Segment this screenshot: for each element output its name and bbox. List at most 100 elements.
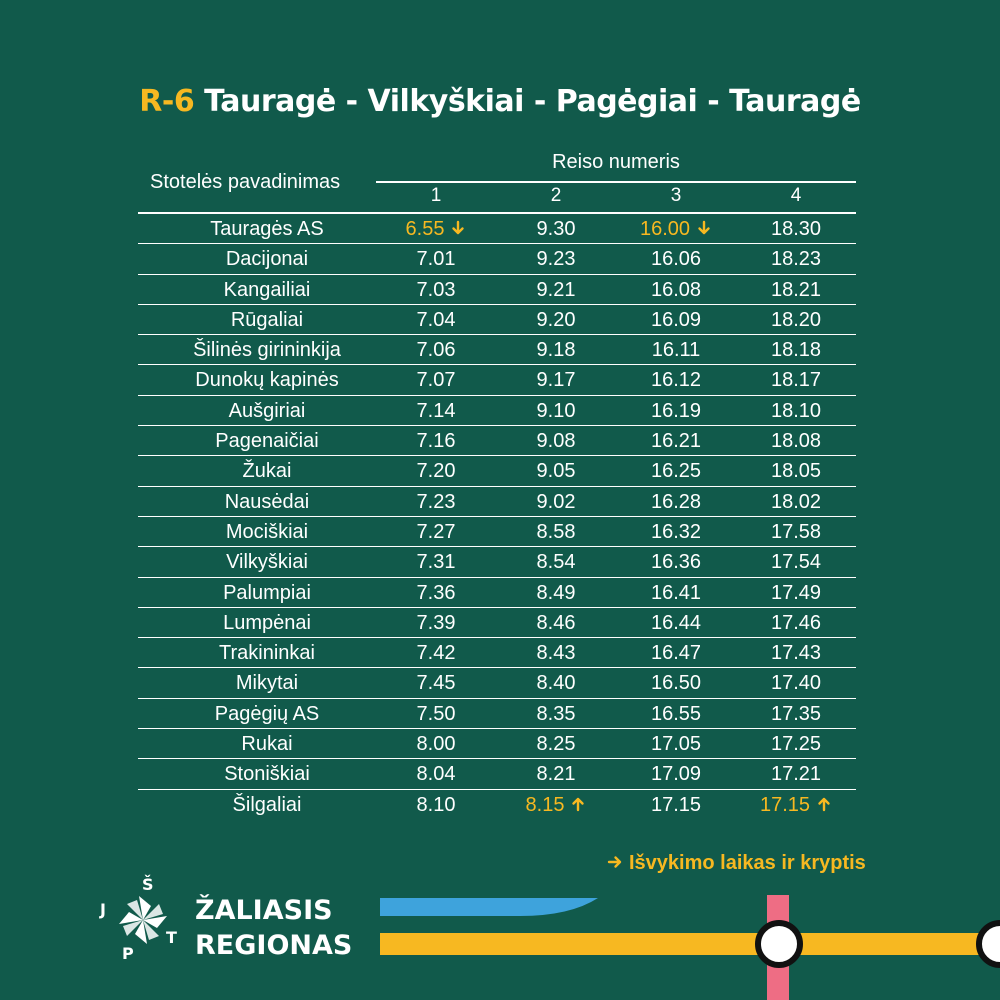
- time-value: 7.27: [416, 520, 456, 543]
- table-row: Palumpiai 7.36 8.49 16.41 17.49: [138, 578, 856, 608]
- time-value: 8.21: [536, 763, 576, 786]
- stop-name: Palumpiai: [223, 581, 311, 604]
- time-value: 8.43: [536, 642, 576, 665]
- departure-time-trip-1: 7.50: [386, 699, 486, 729]
- time-value: 8.40: [536, 672, 576, 695]
- logo-letter-p: P: [122, 944, 134, 963]
- departure-time-trip-3: 16.41: [626, 578, 726, 608]
- departure-time-trip-3: 16.36: [626, 547, 726, 577]
- table-row: Lumpėnai 7.39 8.46 16.44 17.46: [138, 608, 856, 639]
- departure-time-trip-4: 18.10: [746, 396, 846, 426]
- stop-name: Nausėdai: [224, 490, 310, 513]
- departure-time-trip-2: 8.21: [506, 759, 606, 789]
- time-value: 8.00: [416, 733, 456, 756]
- departure-time-trip-1: 7.20: [386, 456, 486, 486]
- stop-name: Rūgaliai: [230, 308, 304, 331]
- table-row: Mikytai 7.45 8.40 16.50 17.40: [138, 668, 856, 699]
- time-value: 16.06: [650, 248, 702, 271]
- time-value: 7.42: [416, 642, 456, 665]
- departure-time-trip-2: 8.25: [506, 729, 606, 759]
- time-value: 9.17: [536, 369, 576, 392]
- table-row: Šilgaliai 8.10 8.15 17.15 17.15: [138, 790, 856, 820]
- departure-time-trip-4: 18.23: [746, 244, 846, 274]
- departure-time-trip-4: 18.17: [746, 365, 846, 395]
- logo-pinwheel-icon: J Š T P: [99, 875, 177, 963]
- departure-time-trip-1: 7.45: [386, 668, 486, 698]
- time-value: 17.40: [770, 672, 822, 695]
- time-value: 9.18: [536, 339, 576, 362]
- time-value: 16.50: [650, 672, 702, 695]
- departure-time-trip-2: 9.05: [506, 456, 606, 486]
- stop-name: Mikytai: [235, 672, 299, 695]
- departure-time-trip-3: 16.00: [626, 214, 726, 244]
- table-row: Aušgiriai 7.14 9.10 16.19 18.10: [138, 396, 856, 427]
- time-value: 8.04: [416, 763, 456, 786]
- time-value: 8.46: [536, 611, 576, 634]
- time-value: 16.21: [650, 430, 702, 453]
- departure-legend: Išvykimo laikas ir kryptis: [607, 852, 866, 875]
- time-value: 7.16: [416, 430, 456, 453]
- time-value: 7.07: [416, 369, 456, 392]
- yellow-line: [380, 933, 1000, 955]
- departure-time-trip-2: 8.46: [506, 608, 606, 638]
- departure-time-trip-4: 17.58: [746, 517, 846, 547]
- departure-time-trip-1: 7.06: [386, 335, 486, 365]
- time-value: 18.08: [770, 430, 822, 453]
- departure-time-trip-3: 16.32: [626, 517, 726, 547]
- station-marker: [976, 920, 1000, 968]
- departure-time-trip-1: 6.55: [386, 214, 486, 244]
- trip-number-4: 4: [790, 185, 802, 206]
- departure-time-trip-4: 17.46: [746, 608, 846, 638]
- logo-letter-j: J: [99, 900, 106, 919]
- time-value: 16.08: [650, 278, 702, 301]
- time-value: 9.20: [536, 308, 576, 331]
- route-name: Tauragė - Vilkyškiai - Pagėgiai - Taurag…: [194, 84, 861, 119]
- logo-letter-s: Š: [142, 875, 154, 894]
- departure-time-trip-2: 9.21: [506, 275, 606, 305]
- station-marker: [755, 920, 803, 968]
- time-value: 7.01: [416, 248, 456, 271]
- logo-letter-t: T: [166, 928, 177, 947]
- time-value: 7.31: [416, 551, 456, 574]
- table-row: Dunokų kapinės 7.07 9.17 16.12 18.17: [138, 365, 856, 396]
- timetable: Tauragės AS 6.55 9.30 16.00 18.30 Dacijonai 7.…: [138, 214, 856, 820]
- departure-time-trip-2: 8.58: [506, 517, 606, 547]
- page-title: R-6 Tauragė - Vilkyškiai - Pagėgiai - Ta…: [0, 84, 1000, 119]
- time-value: 16.09: [650, 308, 702, 331]
- time-value: 17.25: [770, 733, 822, 756]
- table-row: Šilinės girininkija 7.06 9.18 16.11 18.18: [138, 335, 856, 366]
- stop-name: Dacijonai: [225, 248, 309, 271]
- departure-time-trip-2: 8.43: [506, 638, 606, 668]
- time-value: 18.20: [770, 308, 822, 331]
- time-value: 8.49: [536, 581, 576, 604]
- trip-number-2: 2: [550, 185, 562, 206]
- time-value: 17.09: [650, 763, 702, 786]
- departure-time-trip-2: 8.15: [506, 790, 606, 820]
- blue-line: [380, 898, 598, 916]
- departure-time-trip-1: 7.14: [386, 396, 486, 426]
- time-value: 8.58: [536, 520, 576, 543]
- departure-time-trip-1: 7.07: [386, 365, 486, 395]
- departure-time-trip-1: 7.36: [386, 578, 486, 608]
- departure-time-trip-3: 16.55: [626, 699, 726, 729]
- departure-time-trip-2: 9.02: [506, 487, 606, 517]
- departure-time-trip-4: 17.43: [746, 638, 846, 668]
- departure-time-trip-1: 7.31: [386, 547, 486, 577]
- time-value: 17.58: [770, 520, 822, 543]
- departure-time-trip-1: 7.23: [386, 487, 486, 517]
- departure-time-trip-4: 18.21: [746, 275, 846, 305]
- departure-time-trip-4: 17.49: [746, 578, 846, 608]
- departure-time-trip-3: 16.19: [626, 396, 726, 426]
- time-value: 17.21: [770, 763, 822, 786]
- time-value: 16.32: [650, 520, 702, 543]
- time-value: 17.15: [650, 793, 702, 816]
- departure-time-trip-2: 9.18: [506, 335, 606, 365]
- trip-number-1: 1: [430, 185, 442, 206]
- departure-time-trip-2: 9.08: [506, 426, 606, 456]
- departure-time-trip-1: 8.00: [386, 729, 486, 759]
- stop-name: Mociškiai: [225, 520, 309, 543]
- departure-time-trip-2: 9.10: [506, 396, 606, 426]
- time-value: 17.54: [770, 551, 822, 574]
- table-row: Trakininkai 7.42 8.43 16.47 17.43: [138, 638, 856, 669]
- time-value: 9.08: [536, 430, 576, 453]
